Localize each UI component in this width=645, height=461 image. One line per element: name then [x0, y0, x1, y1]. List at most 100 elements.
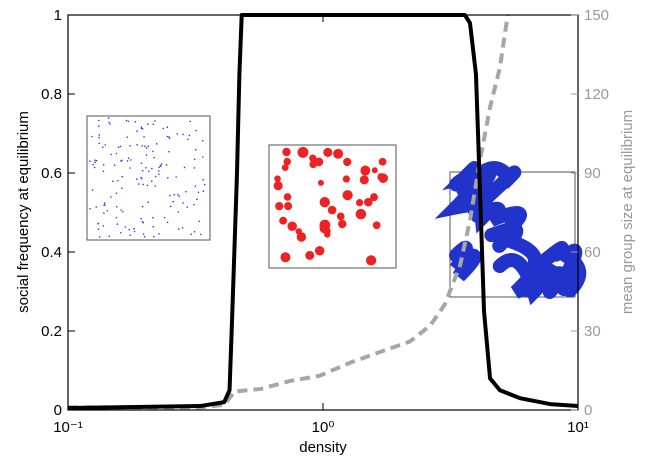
inset-dot — [152, 150, 154, 153]
line-y2 — [68, 14, 510, 410]
y-tick-label: 0.4 — [41, 244, 62, 261]
inset-dot — [140, 177, 143, 180]
inset-dot — [195, 129, 197, 132]
inset-dot — [112, 180, 114, 183]
inset-dot — [93, 166, 96, 169]
y-tick-label: 0.6 — [41, 165, 62, 182]
inset-dot — [116, 223, 119, 225]
inset-dot — [197, 191, 200, 194]
inset-dot — [127, 157, 130, 160]
inset-dot — [145, 166, 147, 169]
inset-cluster — [275, 202, 284, 211]
inset-cluster — [297, 146, 309, 158]
inset-dot — [133, 230, 136, 233]
inset-dot — [162, 127, 165, 130]
inset-cluster — [283, 193, 292, 201]
y-tick-label: 1 — [54, 7, 62, 24]
inset-dot — [119, 145, 122, 148]
inset-cluster — [305, 250, 315, 260]
x-tick-label: 10⁻¹ — [53, 419, 83, 436]
inset-dot — [159, 164, 162, 167]
x-tick-label: 10⁰ — [312, 419, 335, 436]
inset-dot — [154, 175, 157, 178]
inset-dot — [153, 156, 155, 159]
inset-dot — [202, 190, 205, 192]
inset-dot — [142, 183, 145, 186]
inset-dot — [190, 233, 192, 236]
inset-cluster — [296, 232, 307, 242]
inset-dot — [181, 226, 184, 229]
inset-dot — [122, 210, 124, 213]
inset-dot — [153, 235, 155, 238]
inset-cluster — [274, 175, 281, 183]
inset-dot — [182, 133, 184, 136]
inset-dot — [108, 121, 110, 124]
inset-dot — [143, 135, 145, 138]
inset-dot — [92, 163, 94, 166]
inset-dot — [169, 205, 172, 208]
inset-dot — [185, 190, 187, 193]
inset-dot — [120, 209, 122, 211]
inset-dot — [134, 121, 137, 123]
inset-dot — [115, 205, 118, 208]
inset-sparse — [86, 115, 211, 241]
inset-dot — [166, 177, 169, 179]
inset-dot — [98, 142, 101, 145]
inset-dot — [177, 211, 180, 213]
inset-dot — [98, 125, 100, 128]
inset-dot — [141, 220, 144, 223]
inset-dot — [193, 167, 196, 169]
inset-dot — [150, 180, 153, 183]
inset-dot — [151, 167, 153, 170]
inset-dot — [154, 185, 157, 187]
inset-dot — [201, 139, 204, 142]
inset-dot — [169, 194, 171, 197]
inset-cluster — [327, 205, 337, 215]
inset-dot — [166, 126, 169, 128]
inset-dot — [194, 148, 197, 151]
insets — [86, 115, 587, 306]
inset-dot — [160, 163, 163, 165]
inset-dot — [168, 137, 171, 140]
inset-dot — [121, 187, 123, 190]
inset-dot — [142, 233, 145, 235]
inset-dot — [138, 183, 140, 185]
x-tick-label: 10¹ — [567, 419, 589, 436]
inset-dot — [110, 196, 112, 198]
inset-dot — [108, 235, 111, 238]
inset-dot — [203, 183, 206, 186]
inset-dot — [141, 145, 143, 147]
inset-dot — [115, 192, 118, 195]
inset-dot — [121, 159, 123, 162]
inset-dot — [158, 166, 160, 169]
inset-cluster — [338, 219, 347, 229]
inset-pattern — [434, 161, 587, 306]
inset-cluster — [319, 223, 330, 234]
inset-dot — [178, 195, 181, 198]
inset-dot — [97, 228, 100, 230]
inset-stripe — [449, 240, 482, 282]
inset-cluster — [309, 154, 317, 162]
inset-dot — [172, 200, 174, 203]
inset-dot — [128, 228, 130, 231]
inset-dot — [115, 216, 118, 219]
inset-dot — [136, 130, 138, 132]
inset-dot — [103, 202, 106, 204]
inset-dot — [133, 227, 135, 230]
inset-dot — [119, 231, 122, 234]
inset-dot — [194, 185, 197, 188]
y2-tick-label: 0 — [584, 402, 592, 419]
inset-dot — [102, 164, 105, 166]
y2-tick-label: 120 — [584, 86, 609, 103]
inset-cluster — [371, 167, 378, 174]
inset-dot — [102, 170, 105, 173]
inset-cluster — [314, 157, 324, 167]
inset-dot — [97, 222, 99, 225]
inset-dot — [168, 150, 170, 153]
inset-dot — [124, 226, 127, 228]
inset-cluster — [336, 212, 345, 221]
inset-stripe — [535, 243, 587, 298]
inset-dot — [140, 126, 143, 128]
inset-dot — [201, 156, 204, 158]
